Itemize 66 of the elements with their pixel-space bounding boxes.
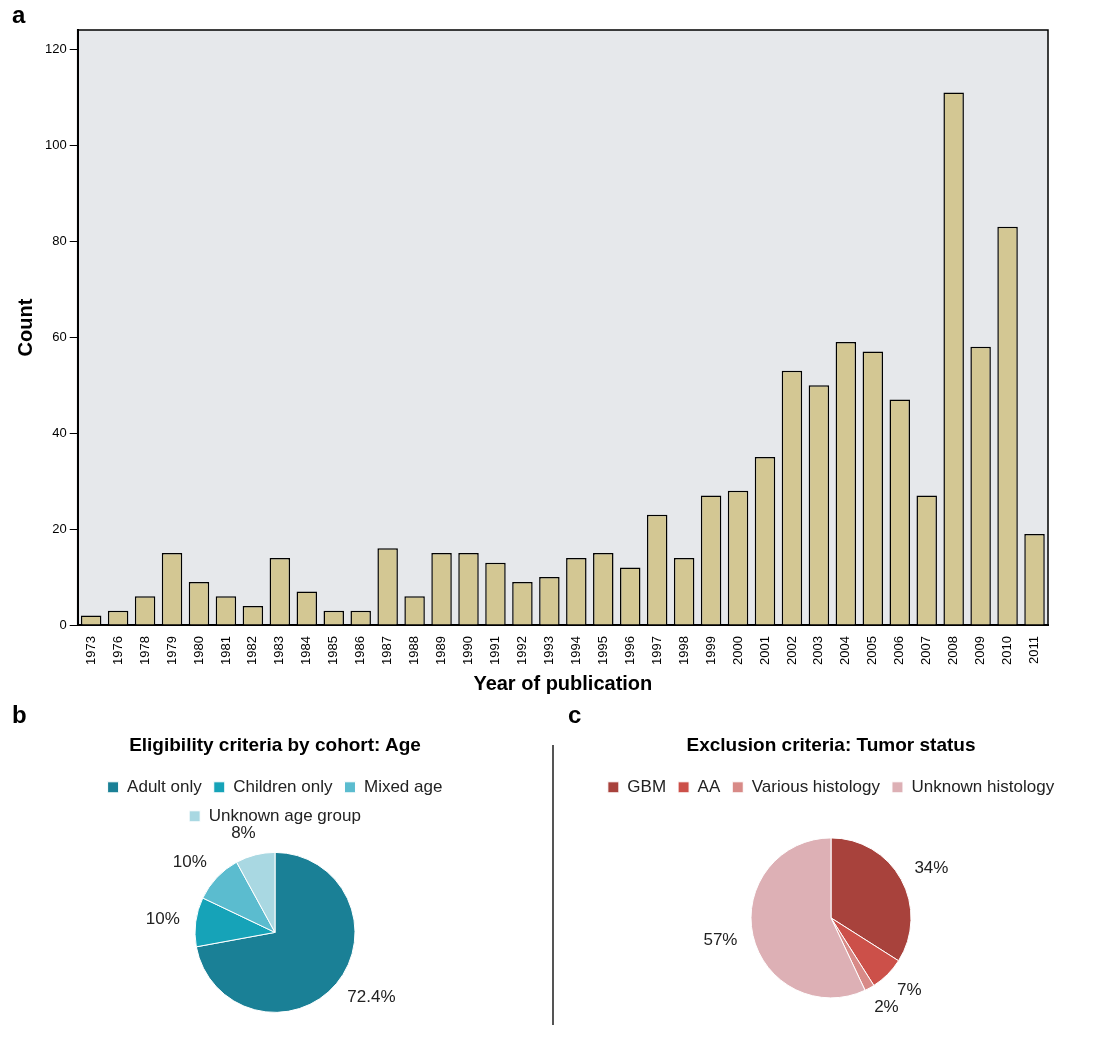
x-tick-label: 2000 <box>729 636 745 665</box>
x-tick-label: 2005 <box>864 636 880 665</box>
data-label: 72.4% <box>347 987 396 1007</box>
y-tick-label: 120 <box>44 40 67 56</box>
x-tick-label: 1990 <box>460 636 476 665</box>
data-label: 8% <box>231 823 256 843</box>
x-tick-label: 1978 <box>136 636 152 665</box>
data-label: 10% <box>172 852 207 872</box>
x-tick-label: 2003 <box>810 636 826 665</box>
x-tick-label: 2009 <box>972 636 988 665</box>
legend-label: Unknown histology <box>911 776 1055 796</box>
y-tick-label: 60 <box>52 328 67 344</box>
x-tick-label: 1989 <box>433 636 449 665</box>
x-tick-label: 1993 <box>540 636 556 665</box>
legend-label: Unknown age group <box>208 805 361 825</box>
x-tick-label: 1992 <box>513 636 529 665</box>
x-tick-label: 2004 <box>837 636 853 665</box>
x-tick-label: 1999 <box>702 636 718 665</box>
data-label: 34% <box>914 858 949 878</box>
x-tick-label: 1994 <box>567 636 583 665</box>
data-label: 7% <box>897 979 922 999</box>
y-tick-label: 20 <box>52 520 67 536</box>
legend-label: Adult only <box>127 776 203 796</box>
x-tick-label: 1991 <box>487 636 503 665</box>
x-tick-label: 1980 <box>190 636 206 665</box>
x-tick-label: 1976 <box>109 636 125 665</box>
chart-title: Eligibility criteria by cohort: Age <box>129 733 421 755</box>
x-tick-label: 2010 <box>999 636 1015 665</box>
x-tick-label: 1998 <box>675 636 691 665</box>
x-axis-title: Year of publication <box>473 671 653 694</box>
legend-label: Various histology <box>751 776 881 796</box>
legend-label: AA <box>697 776 721 796</box>
x-tick-label: 1983 <box>271 636 287 665</box>
x-tick-label: 1996 <box>621 636 637 665</box>
x-tick-label: 1986 <box>352 636 368 665</box>
x-tick-label: 1984 <box>298 636 314 665</box>
y-tick-label: 80 <box>52 232 67 248</box>
x-tick-label: 2002 <box>783 636 799 665</box>
x-tick-label: 1997 <box>648 636 664 665</box>
y-tick-label: 0 <box>59 616 67 632</box>
y-tick-label: 40 <box>52 424 67 440</box>
text: c <box>568 700 582 728</box>
x-tick-label: 1985 <box>325 636 341 665</box>
x-tick-label: 1973 <box>82 636 98 665</box>
legend-label: Children only <box>233 776 333 796</box>
x-tick-label: 1987 <box>379 636 395 665</box>
x-tick-label: 1981 <box>217 636 233 665</box>
x-tick-label: 2006 <box>891 636 907 665</box>
x-tick-label: 2007 <box>918 636 934 665</box>
y-axis-title: Count <box>13 298 36 357</box>
x-tick-label: 1982 <box>244 636 260 665</box>
data-label: 57% <box>703 929 738 949</box>
legend-label: GBM <box>627 776 667 796</box>
x-tick-label: 1988 <box>406 636 422 665</box>
data-label: 2% <box>874 996 899 1016</box>
x-tick-label: 2011 <box>1026 636 1042 665</box>
x-tick-label: 1979 <box>163 636 179 665</box>
legend-label: Mixed age <box>363 776 443 796</box>
x-tick-label: 2001 <box>756 636 772 665</box>
chart-title: Exclusion criteria: Tumor status <box>686 733 976 755</box>
data-label: 10% <box>145 908 180 928</box>
text: b <box>12 700 27 728</box>
text: a <box>12 0 26 28</box>
x-tick-label: 2008 <box>945 636 961 665</box>
x-tick-label: 1995 <box>594 636 610 665</box>
y-tick-label: 100 <box>44 136 67 152</box>
